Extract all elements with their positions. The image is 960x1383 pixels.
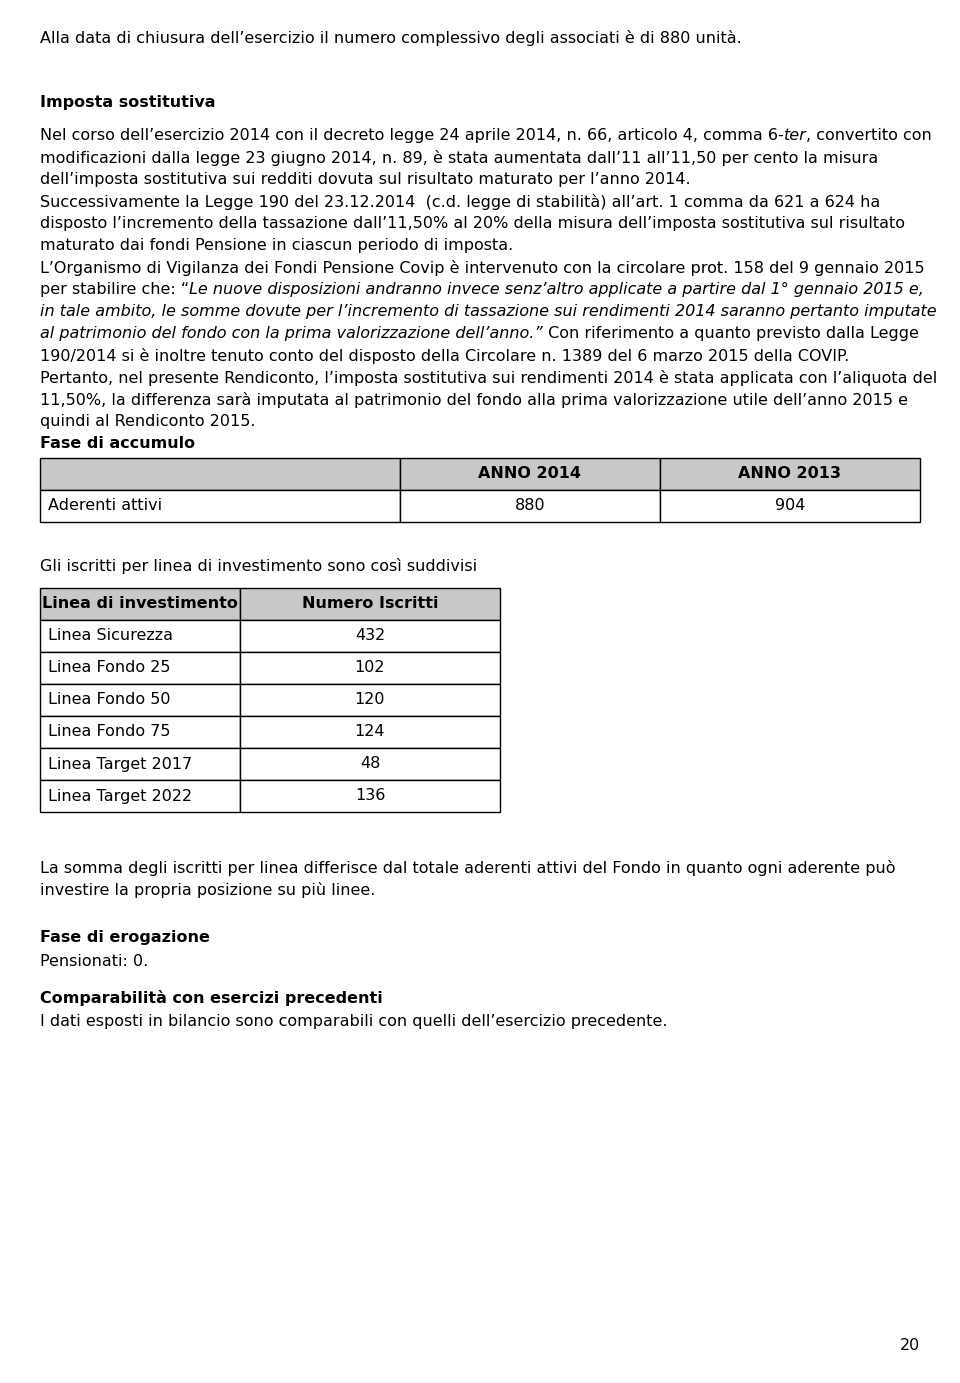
Text: L’Organismo di Vigilanza dei Fondi Pensione Covip è intervenuto con la circolare: L’Organismo di Vigilanza dei Fondi Pensi… (40, 260, 924, 277)
Text: I dati esposti in bilancio sono comparabili con quelli dell’esercizio precedente: I dati esposti in bilancio sono comparab… (40, 1014, 667, 1029)
Text: Linea Fondo 25: Linea Fondo 25 (48, 661, 171, 675)
Bar (240, 685, 500, 716)
Text: modificazioni dalla legge 23 giugno 2014, n. 89, è stata aumentata dall’11 all’1: modificazioni dalla legge 23 giugno 2014… (40, 149, 878, 166)
Text: 190/2014 si è inoltre tenuto conto del disposto della Circolare n. 1389 del 6 ma: 190/2014 si è inoltre tenuto conto del d… (40, 349, 850, 364)
Bar (240, 620, 500, 651)
Text: Linea di investimento: Linea di investimento (42, 596, 238, 611)
Text: Con riferimento a quanto previsto dalla Legge: Con riferimento a quanto previsto dalla … (542, 326, 919, 342)
Bar (240, 716, 500, 748)
Text: ANNO 2014: ANNO 2014 (478, 466, 582, 481)
Text: 11,50%, la differenza sarà imputata al patrimonio del fondo alla prima valorizza: 11,50%, la differenza sarà imputata al p… (40, 391, 908, 408)
Text: 880: 880 (515, 498, 545, 513)
Bar (40, 685, 240, 716)
Text: 102: 102 (355, 661, 385, 675)
Bar (660, 490, 920, 521)
Text: ANNO 2013: ANNO 2013 (738, 466, 842, 481)
Bar (400, 458, 660, 490)
Text: Aderenti attivi: Aderenti attivi (48, 498, 162, 513)
Bar (40, 490, 400, 521)
Bar (40, 620, 240, 651)
Text: investire la propria posizione su più linee.: investire la propria posizione su più li… (40, 882, 375, 898)
Bar (240, 651, 500, 685)
Text: Numero Iscritti: Numero Iscritti (301, 596, 439, 611)
Text: Gli iscritti per linea di investimento sono così suddivisi: Gli iscritti per linea di investimento s… (40, 557, 477, 574)
Text: al patrimonio del fondo con la prima valorizzazione dell’anno.”: al patrimonio del fondo con la prima val… (40, 326, 542, 342)
Text: disposto l’incremento della tassazione dall’11,50% al 20% della misura dell’impo: disposto l’incremento della tassazione d… (40, 216, 905, 231)
Bar (40, 780, 240, 812)
Bar (240, 748, 500, 780)
Text: Alla data di chiusura dell’esercizio il numero complessivo degli associati è di : Alla data di chiusura dell’esercizio il … (40, 30, 742, 46)
Text: Comparabilità con esercizi precedenti: Comparabilità con esercizi precedenti (40, 990, 383, 1005)
Text: 432: 432 (355, 628, 385, 643)
Text: 136: 136 (355, 788, 385, 804)
Text: Fase di erogazione: Fase di erogazione (40, 929, 210, 945)
Text: Linea Fondo 50: Linea Fondo 50 (48, 693, 171, 708)
Text: Nel corso dell’esercizio 2014 con il decreto legge 24 aprile 2014, n. 66, artico: Nel corso dell’esercizio 2014 con il dec… (40, 129, 783, 142)
Text: Imposta sostitutiva: Imposta sostitutiva (40, 95, 215, 111)
Bar (40, 716, 240, 748)
Bar (40, 588, 240, 620)
Text: Fase di accumulo: Fase di accumulo (40, 436, 195, 451)
Text: Linea Fondo 75: Linea Fondo 75 (48, 725, 171, 740)
Text: Successivamente la Legge 190 del 23.12.2014  (c.d. legge di stabilità) all’art. : Successivamente la Legge 190 del 23.12.2… (40, 194, 880, 210)
Text: 20: 20 (900, 1337, 920, 1353)
Bar (240, 780, 500, 812)
Text: Le nuove disposizioni andranno invece senz’altro applicate a partire dal 1° genn: Le nuove disposizioni andranno invece se… (189, 282, 924, 297)
Bar (40, 458, 400, 490)
Text: 48: 48 (360, 757, 380, 772)
Text: 120: 120 (355, 693, 385, 708)
Text: per stabilire che: “: per stabilire che: “ (40, 282, 189, 297)
Bar (660, 458, 920, 490)
Bar (240, 588, 500, 620)
Text: Pensionati: 0.: Pensionati: 0. (40, 954, 148, 969)
Bar (400, 490, 660, 521)
Text: ter: ter (783, 129, 806, 142)
Bar (40, 651, 240, 685)
Text: Linea Target 2017: Linea Target 2017 (48, 757, 192, 772)
Text: 124: 124 (355, 725, 385, 740)
Text: Linea Sicurezza: Linea Sicurezza (48, 628, 173, 643)
Text: Pertanto, nel presente Rendiconto, l’imposta sostitutiva sui rendimenti 2014 è s: Pertanto, nel presente Rendiconto, l’imp… (40, 371, 937, 386)
Text: , convertito con: , convertito con (806, 129, 932, 142)
Text: quindi al Rendiconto 2015.: quindi al Rendiconto 2015. (40, 414, 255, 429)
Text: La somma degli iscritti per linea differisce dal totale aderenti attivi del Fond: La somma degli iscritti per linea differ… (40, 860, 896, 875)
Bar (40, 748, 240, 780)
Text: in tale ambito, le somme dovute per l’incremento di tassazione sui rendimenti 20: in tale ambito, le somme dovute per l’in… (40, 304, 937, 319)
Text: 904: 904 (775, 498, 805, 513)
Text: Linea Target 2022: Linea Target 2022 (48, 788, 192, 804)
Text: dell’imposta sostitutiva sui redditi dovuta sul risultato maturato per l’anno 20: dell’imposta sostitutiva sui redditi dov… (40, 171, 690, 187)
Text: maturato dai fondi Pensione in ciascun periodo di imposta.: maturato dai fondi Pensione in ciascun p… (40, 238, 514, 253)
